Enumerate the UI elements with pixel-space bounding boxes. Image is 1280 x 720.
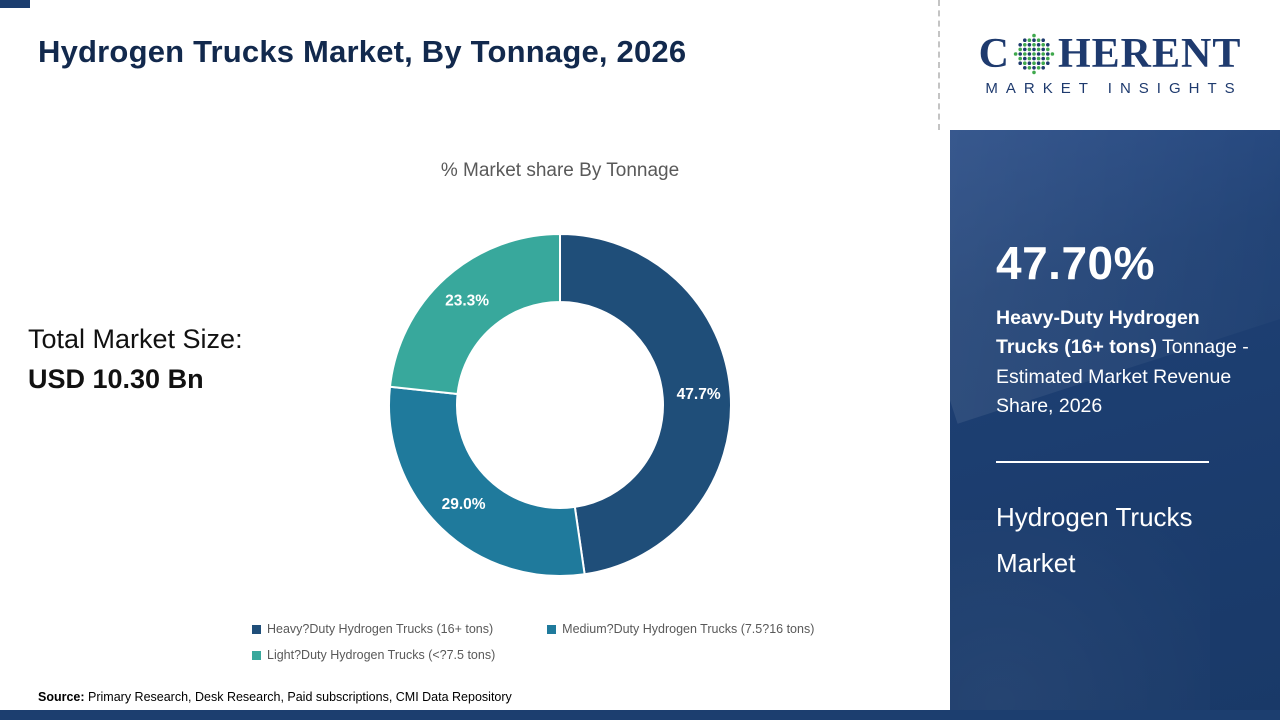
highlight-description-rest: Tonnage - Estimated Market Revenue Share… <box>996 336 1249 417</box>
donut-slice-label: 23.3% <box>445 293 489 310</box>
globe-dot <box>1032 43 1036 47</box>
globe-dot <box>1027 52 1032 56</box>
globe-dot <box>1045 52 1050 56</box>
chart-legend: Heavy?Duty Hydrogen Trucks (16+ tons) Med… <box>252 622 902 662</box>
globe-dot <box>1041 47 1045 52</box>
highlight-description: Heavy-Duty Hydrogen Trucks (16+ tons) To… <box>996 304 1264 421</box>
donut-slice <box>388 232 561 396</box>
logo-tagline: MARKET INSIGHTS <box>985 80 1243 97</box>
globe-dot <box>1041 66 1045 70</box>
globe-dot <box>1018 56 1022 61</box>
globe-dot <box>1032 70 1036 75</box>
globe-dot <box>1013 52 1018 56</box>
globe-dot <box>1050 52 1055 56</box>
donut-slice-label: 29.0% <box>442 496 486 513</box>
globe-dot <box>1032 66 1036 70</box>
globe-dot <box>1036 66 1041 70</box>
globe-dot <box>1022 43 1027 47</box>
donut-slice-label: 47.7% <box>677 386 721 403</box>
legend-swatch-icon <box>252 624 261 634</box>
globe-dot <box>1036 47 1041 52</box>
globe-dot <box>1032 52 1036 56</box>
globe-dot <box>1018 47 1022 52</box>
donut-slice <box>388 385 586 577</box>
globe-dot <box>1022 38 1027 42</box>
globe-dot <box>1036 52 1041 56</box>
panel-divider <box>996 461 1209 463</box>
globe-dot <box>1018 43 1022 47</box>
donut-slice <box>559 232 732 576</box>
highlight-stat: 47.70% <box>996 237 1156 289</box>
legend-label: Light?Duty Hydrogen Trucks (<?7.5 tons) <box>267 648 496 662</box>
globe-dot <box>1041 52 1045 56</box>
legend-item: Light?Duty Hydrogen Trucks (<?7.5 tons) <box>252 648 495 662</box>
globe-dot <box>1045 56 1050 61</box>
legend-item: Medium?Duty Hydrogen Trucks (7.5?16 tons… <box>547 622 814 636</box>
globe-dot <box>1036 38 1041 42</box>
globe-dot <box>1032 47 1036 52</box>
globe-dot <box>1027 43 1032 47</box>
legend-label: Heavy?Duty Hydrogen Trucks (16+ tons) <box>267 622 494 636</box>
globe-dot <box>1018 52 1022 56</box>
globe-dot <box>1027 61 1032 65</box>
panel-market-name: Hydrogen Trucks Market <box>996 502 1193 578</box>
globe-dot <box>1041 38 1045 42</box>
globe-dot <box>1036 61 1041 65</box>
bottom-accent-strip <box>0 710 1280 720</box>
globe-dot <box>1027 56 1032 61</box>
side-panel-content: 47.70% Heavy-Duty Hydrogen Trucks (16+ t… <box>996 236 1264 586</box>
logo-letter-c: C <box>978 31 1010 77</box>
globe-dot <box>1041 61 1045 65</box>
globe-dot <box>1027 66 1032 70</box>
globe-dot <box>1045 43 1050 47</box>
globe-dot <box>1032 38 1036 42</box>
globe-dot <box>1027 47 1032 52</box>
globe-dot <box>1032 61 1036 65</box>
legend-label: Medium?Duty Hydrogen Trucks (7.5?16 tons… <box>562 622 815 636</box>
globe-dot <box>1022 56 1027 61</box>
globe-dot <box>1045 61 1050 65</box>
globe-dot <box>1032 33 1036 38</box>
globe-dot <box>1022 47 1027 52</box>
globe-dot <box>1041 43 1045 47</box>
source-label: Source: <box>38 690 85 704</box>
globe-dot <box>1045 47 1050 52</box>
total-market-size-label: Total Market Size: <box>28 324 243 354</box>
coherent-logo: C HERENT MARKET INSIGHTS <box>938 0 1280 130</box>
total-market-size-block: Total Market Size: USD 10.30 Bn <box>28 324 243 395</box>
source-text: Primary Research, Desk Research, Paid su… <box>84 690 512 704</box>
corner-accent-bar <box>0 0 30 8</box>
donut-chart: 47.7% 29.0% 23.3% <box>388 232 732 577</box>
globe-dot <box>1036 43 1041 47</box>
coherent-logo-word: C HERENT <box>979 33 1242 75</box>
logo-letters-herent: HERENT <box>1057 31 1242 77</box>
legend-swatch-icon <box>252 650 261 660</box>
globe-dot <box>1027 38 1032 42</box>
globe-dot <box>1018 61 1022 65</box>
globe-dot <box>1036 56 1041 61</box>
globe-dot <box>1022 61 1027 65</box>
globe-dot <box>1022 52 1027 56</box>
highlight-description-bold: Heavy-Duty Hydrogen Trucks (16+ tons) <box>996 307 1200 359</box>
coherent-globe-icon <box>1013 33 1055 75</box>
legend-swatch-icon <box>547 624 557 634</box>
globe-dot <box>1041 56 1045 61</box>
legend-item: Heavy?Duty Hydrogen Trucks (16+ tons) <box>252 622 493 636</box>
total-market-size-value: USD 10.30 Bn <box>28 364 204 394</box>
globe-dot <box>1032 56 1036 61</box>
source-line: Source: Primary Research, Desk Research,… <box>38 690 512 704</box>
chart-title: % Market share By Tonnage <box>440 160 680 181</box>
page-title: Hydrogen Trucks Market, By Tonnage, 2026 <box>38 34 687 69</box>
globe-dot <box>1022 66 1027 70</box>
